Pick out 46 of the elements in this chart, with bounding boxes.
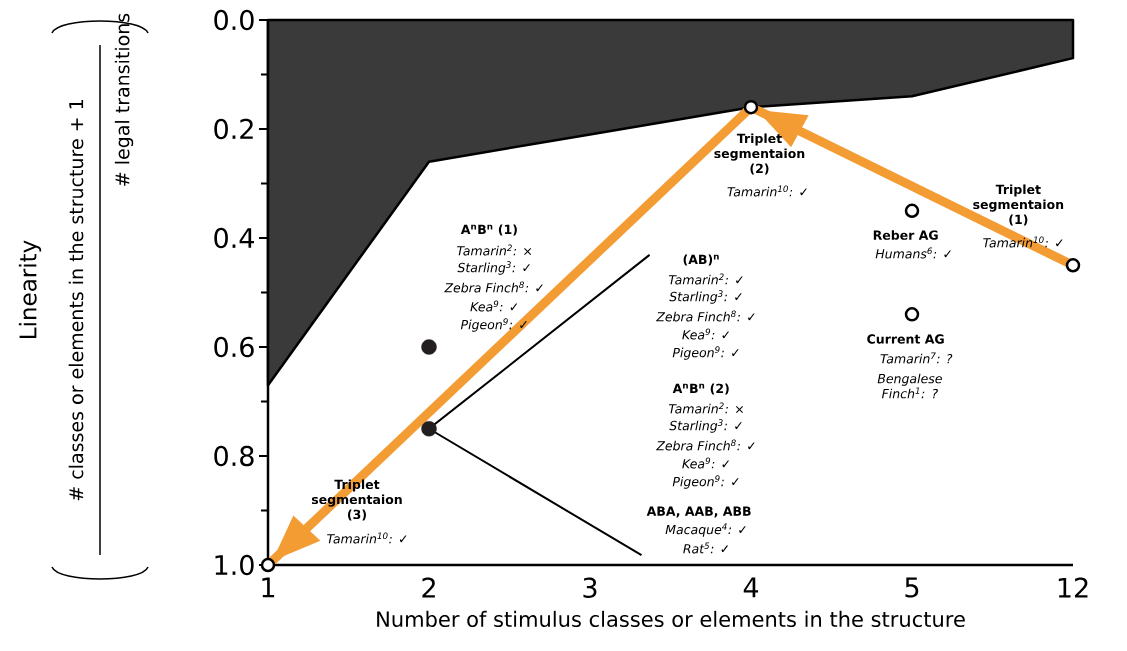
annotation: Zebra Finch$^{8}$: ✓ [444, 281, 543, 293]
annotation: A$^{n}$B$^{n}$ (1) [460, 224, 517, 236]
annotation: (AB)$^{n}$ [683, 254, 719, 266]
y-tick-label: 0.4 [214, 227, 254, 249]
annotation: Starling$^{3}$: ✓ [669, 419, 742, 433]
annotation: Current AG [867, 334, 944, 344]
y-tick-label: 0.0 [214, 9, 254, 31]
annotation: ABA, AAB, ABB [646, 506, 751, 518]
annotation: Tamarin$^{2}$: ✓ [668, 273, 743, 285]
annotation: Tamarin$^{7}$: ? [880, 352, 953, 364]
annotation: Kea$^{9}$: ✓ [470, 300, 518, 312]
annotation: Humans$^{6}$: ✓ [875, 247, 951, 259]
annotation: Zebra Finch$^{8}$: ✓ [656, 439, 755, 451]
text: # classes or elements in the structure + 1 [68, 100, 84, 501]
annotation: Reber AG [873, 230, 938, 240]
y-tick-label: 0.8 [214, 445, 254, 467]
annotation: Triplet segmentaion (2) [714, 133, 805, 175]
annotation: Zebra Finch$^{8}$: ✓ [656, 310, 755, 322]
annotation: Tamarin$^{2}$: × [668, 402, 743, 414]
annotation: A$^{n}$B$^{n}$ (2) [672, 383, 729, 395]
annotation: Pigeon$^{9}$: ✓ [672, 475, 739, 489]
annotation: Tamarin$^{10}$: ✓ [727, 185, 807, 197]
x-tick-label: 5 [905, 577, 919, 598]
annotation: Tamarin$^{10}$: ✓ [327, 532, 407, 544]
annotation: Starling$^{3}$: ✓ [457, 261, 530, 275]
x-tick-label: 3 [583, 577, 597, 598]
annotation: Kea$^{9}$: ✓ [682, 328, 729, 340]
y-tick-label: 0.6 [214, 336, 254, 358]
x-tick-label: 4 [743, 577, 759, 598]
x-tick-label: 2 [422, 577, 435, 598]
annotation: Bengalese Finch$^{1}$: ? [877, 373, 942, 399]
annotation: Macaque$^{4}$: ✓ [665, 523, 746, 537]
annotation: Rat$^{5}$: ✓ [683, 542, 729, 554]
annotation: Pigeon$^{9}$: ✓ [672, 346, 739, 360]
x-tick-label: 12 [1058, 577, 1088, 598]
annotation: Kea$^{9}$: ✓ [682, 457, 729, 469]
annotation: Starling$^{3}$: ✓ [669, 290, 742, 304]
text: Linearity [18, 240, 42, 338]
y-tick-label: 0.2 [214, 118, 253, 140]
text: # legal transitions [114, 13, 134, 186]
x-axis-title: Number of stimulus classes or elements in the structure [377, 610, 965, 628]
annotation: Tamarin$^{2}$: × [457, 244, 532, 256]
y-tick-label: 1.0 [215, 554, 254, 576]
x-tick-label: 1 [262, 577, 275, 598]
annotation: Triplet segmentaion (1) [973, 184, 1064, 226]
annotation: Pigeon$^{9}$: ✓ [460, 318, 527, 332]
